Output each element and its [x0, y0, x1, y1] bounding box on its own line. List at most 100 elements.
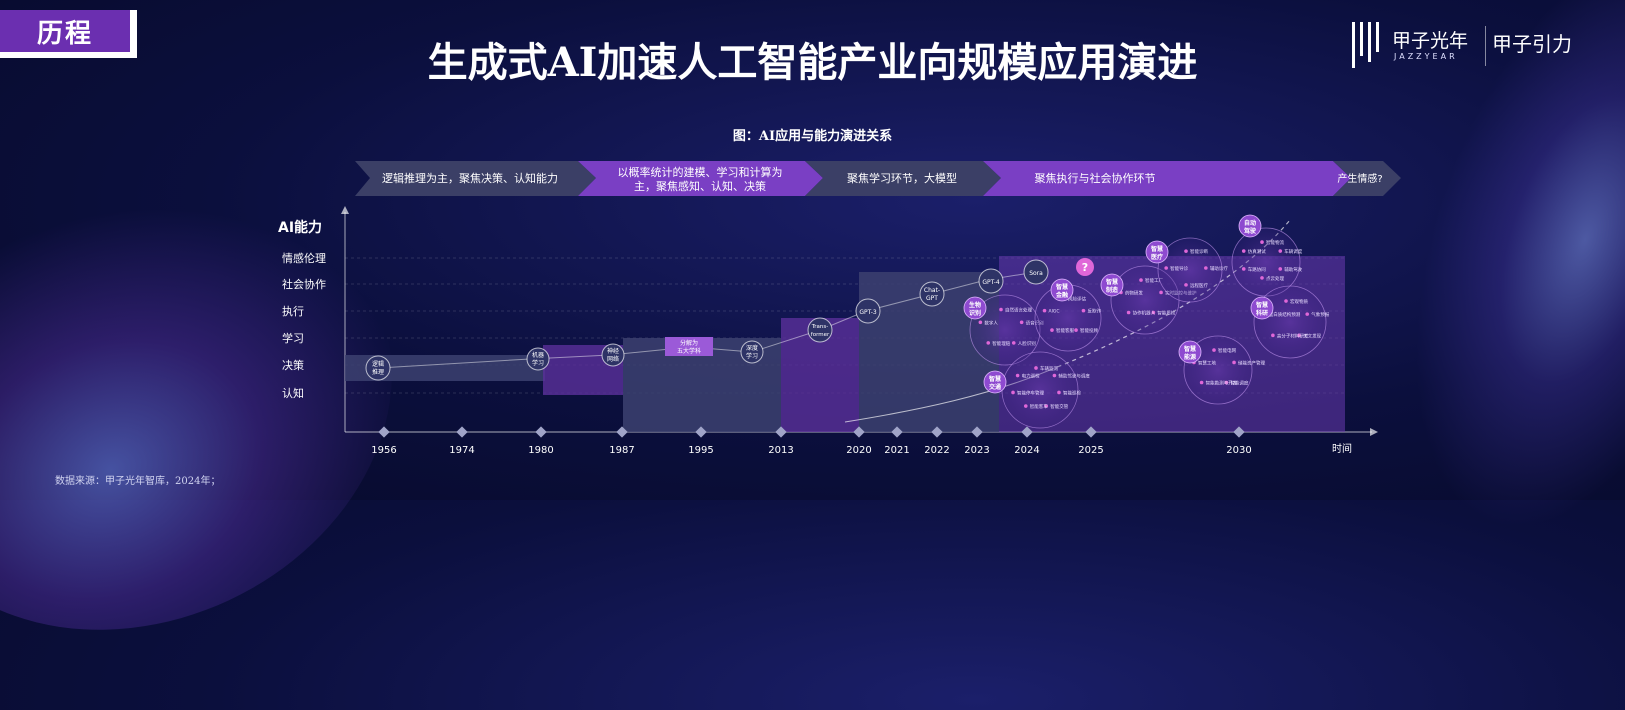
year-label: 1974 [449, 445, 474, 456]
cluster-title: 智慧 [989, 375, 1001, 383]
cluster-item-label: 协作机器人 [1133, 309, 1156, 316]
phase-label-3: 聚焦学习环节，大模型 [847, 171, 957, 185]
cluster-item-label: 智能理赔 [992, 340, 1010, 347]
cluster-item-dot [1159, 290, 1163, 295]
svg-text:学习: 学习 [746, 352, 758, 360]
svg-text:机器: 机器 [532, 351, 544, 359]
cluster-item-dot [978, 320, 983, 325]
cluster-item-dot [1184, 283, 1188, 287]
milestone-ml: 机器 学习 [526, 347, 550, 371]
svg-text:网络: 网络 [607, 355, 619, 363]
milestone-question: ? [1076, 258, 1094, 276]
cluster-badge-icon [1238, 214, 1262, 238]
svg-text:深度: 深度 [746, 344, 758, 352]
year-tick [931, 426, 943, 438]
cluster-item-label: 数字人 [984, 319, 998, 326]
logo-sub-brand: 甲子引力 [1492, 32, 1572, 56]
logo-text-cn: 甲子光年 [1392, 30, 1469, 52]
milestone-chatgpt: Chat- GPT [919, 281, 945, 307]
cluster-item-dot [1052, 373, 1057, 378]
cluster-item-dot [1199, 380, 1204, 385]
logo-text-en: JAZZYEAR [1394, 52, 1458, 61]
phase-arrow-2 [578, 161, 823, 196]
year-label: 2025 [1078, 445, 1103, 456]
year-label: 2023 [964, 445, 989, 456]
svg-text:?: ? [1082, 261, 1088, 274]
cluster-item-dot [1050, 328, 1054, 332]
phase-arrow-5 [1333, 161, 1401, 196]
page-title: 生成式AI加速人工智能产业向规模应用演进 [427, 39, 1198, 86]
cluster-item-dot [1164, 266, 1168, 270]
svg-text:Chat-: Chat- [924, 287, 940, 294]
year-label: 2021 [884, 445, 909, 456]
milestone-logic: 逻辑 推理 [365, 355, 391, 381]
cluster-item-dot [1278, 249, 1283, 253]
cluster-item-dot [1204, 266, 1208, 270]
cluster-item-label: 智能导诊 [1170, 265, 1188, 272]
cluster-item-label: 智能勘测与开发 [1206, 379, 1238, 386]
cluster-item-label: 智能电网 [1218, 347, 1236, 354]
cluster-title: 智慧 [1056, 283, 1068, 291]
y-axis-arrow-icon [341, 206, 349, 214]
svg-text:五大学科: 五大学科 [677, 347, 701, 355]
year-label: 1980 [528, 445, 553, 456]
cluster-item-dot [1305, 312, 1310, 316]
cluster-item-dot [1057, 390, 1061, 395]
cluster-item-dot [1034, 366, 1038, 370]
milestone-gpt3: GPT-3 [855, 298, 881, 324]
year-tick [378, 426, 390, 438]
section-tag-label: 历程 [0, 10, 130, 52]
cluster-item-dot [1151, 310, 1156, 315]
cluster-item-label: 辅助驾驶与调度 [1058, 373, 1090, 380]
cluster-item-label: 点云处理 [1266, 275, 1284, 282]
cluster-item-dot [986, 341, 991, 345]
cluster-item-label: 宏观物质 [1290, 298, 1308, 305]
year-tick [535, 426, 547, 438]
cluster-item-dot [1023, 404, 1028, 408]
ability-level-label: 决策 [282, 358, 304, 372]
cluster-item-dot [1139, 278, 1143, 282]
cluster-item-label: 电力巡检 [1022, 373, 1040, 380]
ability-level-label: 社会协作 [282, 277, 326, 291]
year-label: 1995 [688, 445, 713, 456]
cluster-item-label: 智能物流 [1266, 239, 1284, 246]
cluster-item-label: 反欺诈 [1087, 308, 1101, 315]
cluster-item-label: 智能停车管理 [1017, 389, 1044, 396]
year-tick [891, 426, 903, 438]
year-label: 2030 [1226, 445, 1251, 456]
cluster-item-label: 仿真测试 [1248, 248, 1266, 255]
ability-level-label: 执行 [282, 304, 304, 318]
cluster-item-label: 车辆调度 [1284, 248, 1302, 255]
cluster-badge-icon [1250, 296, 1274, 320]
milestone-sora: Sora [1023, 259, 1049, 285]
cluster-item-label: 智能诊断 [1190, 248, 1208, 255]
year-tick [456, 426, 468, 438]
year-tick [1085, 426, 1097, 438]
cluster-title: 金融 [1055, 291, 1068, 299]
cluster-item-label: 智能工厂 [1145, 277, 1163, 284]
cluster-item-dot [999, 307, 1003, 312]
cluster-title: 生物 [969, 301, 981, 309]
cluster-item-dot [1284, 299, 1288, 303]
svg-text:分解为: 分解为 [680, 339, 698, 347]
milestone-path [377, 268, 1038, 369]
year-label: 2024 [1014, 445, 1039, 456]
cluster-item-label: 人脸识别 [1018, 340, 1036, 347]
phase-arrow-1 [355, 161, 596, 196]
cluster-item-dot [1011, 341, 1016, 345]
x-axis-arrow-icon [1370, 428, 1378, 436]
svg-text:GPT-3: GPT-3 [859, 309, 877, 316]
year-label: 1956 [371, 445, 396, 456]
year-tick [1021, 426, 1033, 438]
cluster-item-dot [1126, 310, 1131, 315]
cluster-item-label: 风险评估 [1068, 296, 1086, 303]
year-tick [1233, 426, 1245, 438]
cluster-title: 智慧 [1151, 245, 1163, 253]
cluster-badge-icon [983, 370, 1007, 394]
cluster-item-dot [1278, 267, 1283, 271]
cluster-item-label: 自然语言处理 [1005, 307, 1032, 314]
cluster-item-dot [1297, 333, 1301, 338]
